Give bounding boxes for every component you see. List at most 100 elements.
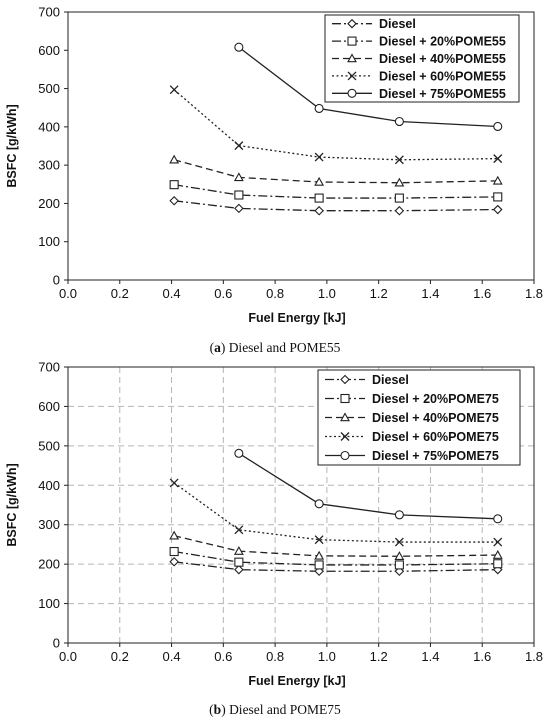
caption-paren-close: ) <box>221 702 229 717</box>
x-tick-label: 0.0 <box>59 649 77 664</box>
legend-label: Diesel + 20%POME55 <box>379 35 506 49</box>
x-tick-label: 0.4 <box>163 649 181 664</box>
x-tick-label: 1.2 <box>370 286 388 301</box>
y-tick-label: 700 <box>38 360 60 375</box>
data-point <box>233 545 244 555</box>
legend-marker <box>340 432 350 441</box>
data-point <box>234 203 244 214</box>
series-line <box>174 184 498 199</box>
series-5 <box>234 448 503 524</box>
figure-caption: (a) Diesel and POME55 <box>210 340 341 355</box>
x-marker-stroke <box>234 141 244 151</box>
y-axis-label: BSFC [g/kWh] <box>5 463 19 546</box>
series-line <box>238 46 498 128</box>
y-tick-label: 500 <box>38 81 60 96</box>
legend-label: Diesel + 20%POME75 <box>372 392 499 406</box>
legend-label: Diesel + 60%POME75 <box>372 430 499 444</box>
caption-paren-open: ( <box>210 340 215 355</box>
data-point <box>169 546 179 557</box>
data-point <box>492 204 503 215</box>
series-4 <box>169 85 503 165</box>
data-point <box>394 116 404 127</box>
data-point <box>394 537 404 547</box>
data-point <box>394 155 404 165</box>
y-tick-label: 0 <box>53 273 60 288</box>
data-point <box>234 190 244 200</box>
legend-marker <box>347 36 357 46</box>
data-point <box>234 525 244 535</box>
series-5 <box>234 42 503 132</box>
caption-letter: b <box>214 702 222 717</box>
data-point <box>314 103 324 114</box>
chart-panel-a: 0.0 0.2 0.4 0.6 0.8 1.0 1.2 1.4 1.6 1.8 0 100 200 300… <box>5 5 543 356</box>
data-point <box>394 510 404 520</box>
data-point <box>394 193 404 203</box>
series-2 <box>169 546 503 570</box>
x-tick-label: 0.8 <box>266 649 284 664</box>
data-point <box>492 549 503 559</box>
data-point <box>314 550 325 560</box>
x-marker-stroke <box>314 535 324 545</box>
caption-text: Diesel and POME55 <box>229 340 341 355</box>
y-tick-label: 700 <box>38 5 60 20</box>
data-point <box>314 535 324 545</box>
x-marker-stroke <box>493 537 503 547</box>
y-tick-label: 200 <box>38 557 60 572</box>
series-1 <box>169 195 503 216</box>
data-point <box>492 175 503 185</box>
data-point <box>233 172 244 182</box>
legend-marker <box>340 374 350 385</box>
caption-paren-open: ( <box>209 702 214 717</box>
data-point <box>169 195 179 206</box>
data-point <box>234 42 244 52</box>
plot-area-frame <box>67 366 535 644</box>
series-2 <box>169 180 503 203</box>
x-marker-stroke <box>169 478 179 488</box>
legend-label: Diesel + 40%POME55 <box>379 52 506 66</box>
data-point <box>394 177 405 187</box>
caption-paren-close: ) <box>221 340 229 355</box>
x-tick-label: 1.4 <box>421 286 439 301</box>
legend-marker <box>347 18 357 29</box>
data-point <box>169 154 180 164</box>
x-marker-stroke <box>340 432 350 441</box>
data-point <box>169 85 179 95</box>
series-line <box>174 561 498 572</box>
series-line <box>174 550 498 566</box>
series-line <box>173 159 498 184</box>
legend-label: Diesel + 40%POME75 <box>372 411 499 425</box>
y-tick-label: 300 <box>38 517 60 532</box>
data-point <box>493 154 503 164</box>
legend-label: Diesel + 75%POME55 <box>379 87 506 101</box>
chart-panel-b: 0.0 0.2 0.4 0.6 0.8 1.0 1.2 1.4 1.6 1.8 0 100 200 300… <box>5 360 543 718</box>
data-point <box>394 551 405 561</box>
legend-marker <box>340 393 350 404</box>
legend: Diesel Diesel + 20%POME75 Diesel + 40%POME… <box>317 369 521 466</box>
caption-letter: a <box>214 340 221 355</box>
x-tick-label: 0.2 <box>111 286 129 301</box>
x-marker-stroke <box>347 71 357 81</box>
data-point <box>169 478 179 488</box>
data-point <box>169 556 179 567</box>
x-tick-label: 0.8 <box>266 286 284 301</box>
data-point <box>493 121 503 132</box>
legend-marker <box>347 71 357 81</box>
legend-marker <box>347 88 357 98</box>
y-tick-label: 300 <box>38 158 60 173</box>
legend: Diesel Diesel + 20%POME55 Diesel + 40%POME… <box>324 14 520 103</box>
x-tick-label: 0.2 <box>111 649 129 664</box>
y-tick-label: 600 <box>38 399 60 414</box>
data-point <box>314 205 324 216</box>
x-tick-label: 1.0 <box>318 649 336 664</box>
data-point <box>314 193 324 203</box>
data-point <box>169 530 180 540</box>
x-tick-label: 0.4 <box>163 286 181 301</box>
legend-marker <box>340 450 350 461</box>
series-3 <box>169 154 503 187</box>
legend-marker <box>340 412 350 422</box>
x-tick-label: 1.2 <box>370 649 388 664</box>
x-marker-stroke <box>169 85 179 95</box>
legend-label: Diesel + 75%POME75 <box>372 449 499 463</box>
x-tick-label: 1.8 <box>525 649 543 664</box>
